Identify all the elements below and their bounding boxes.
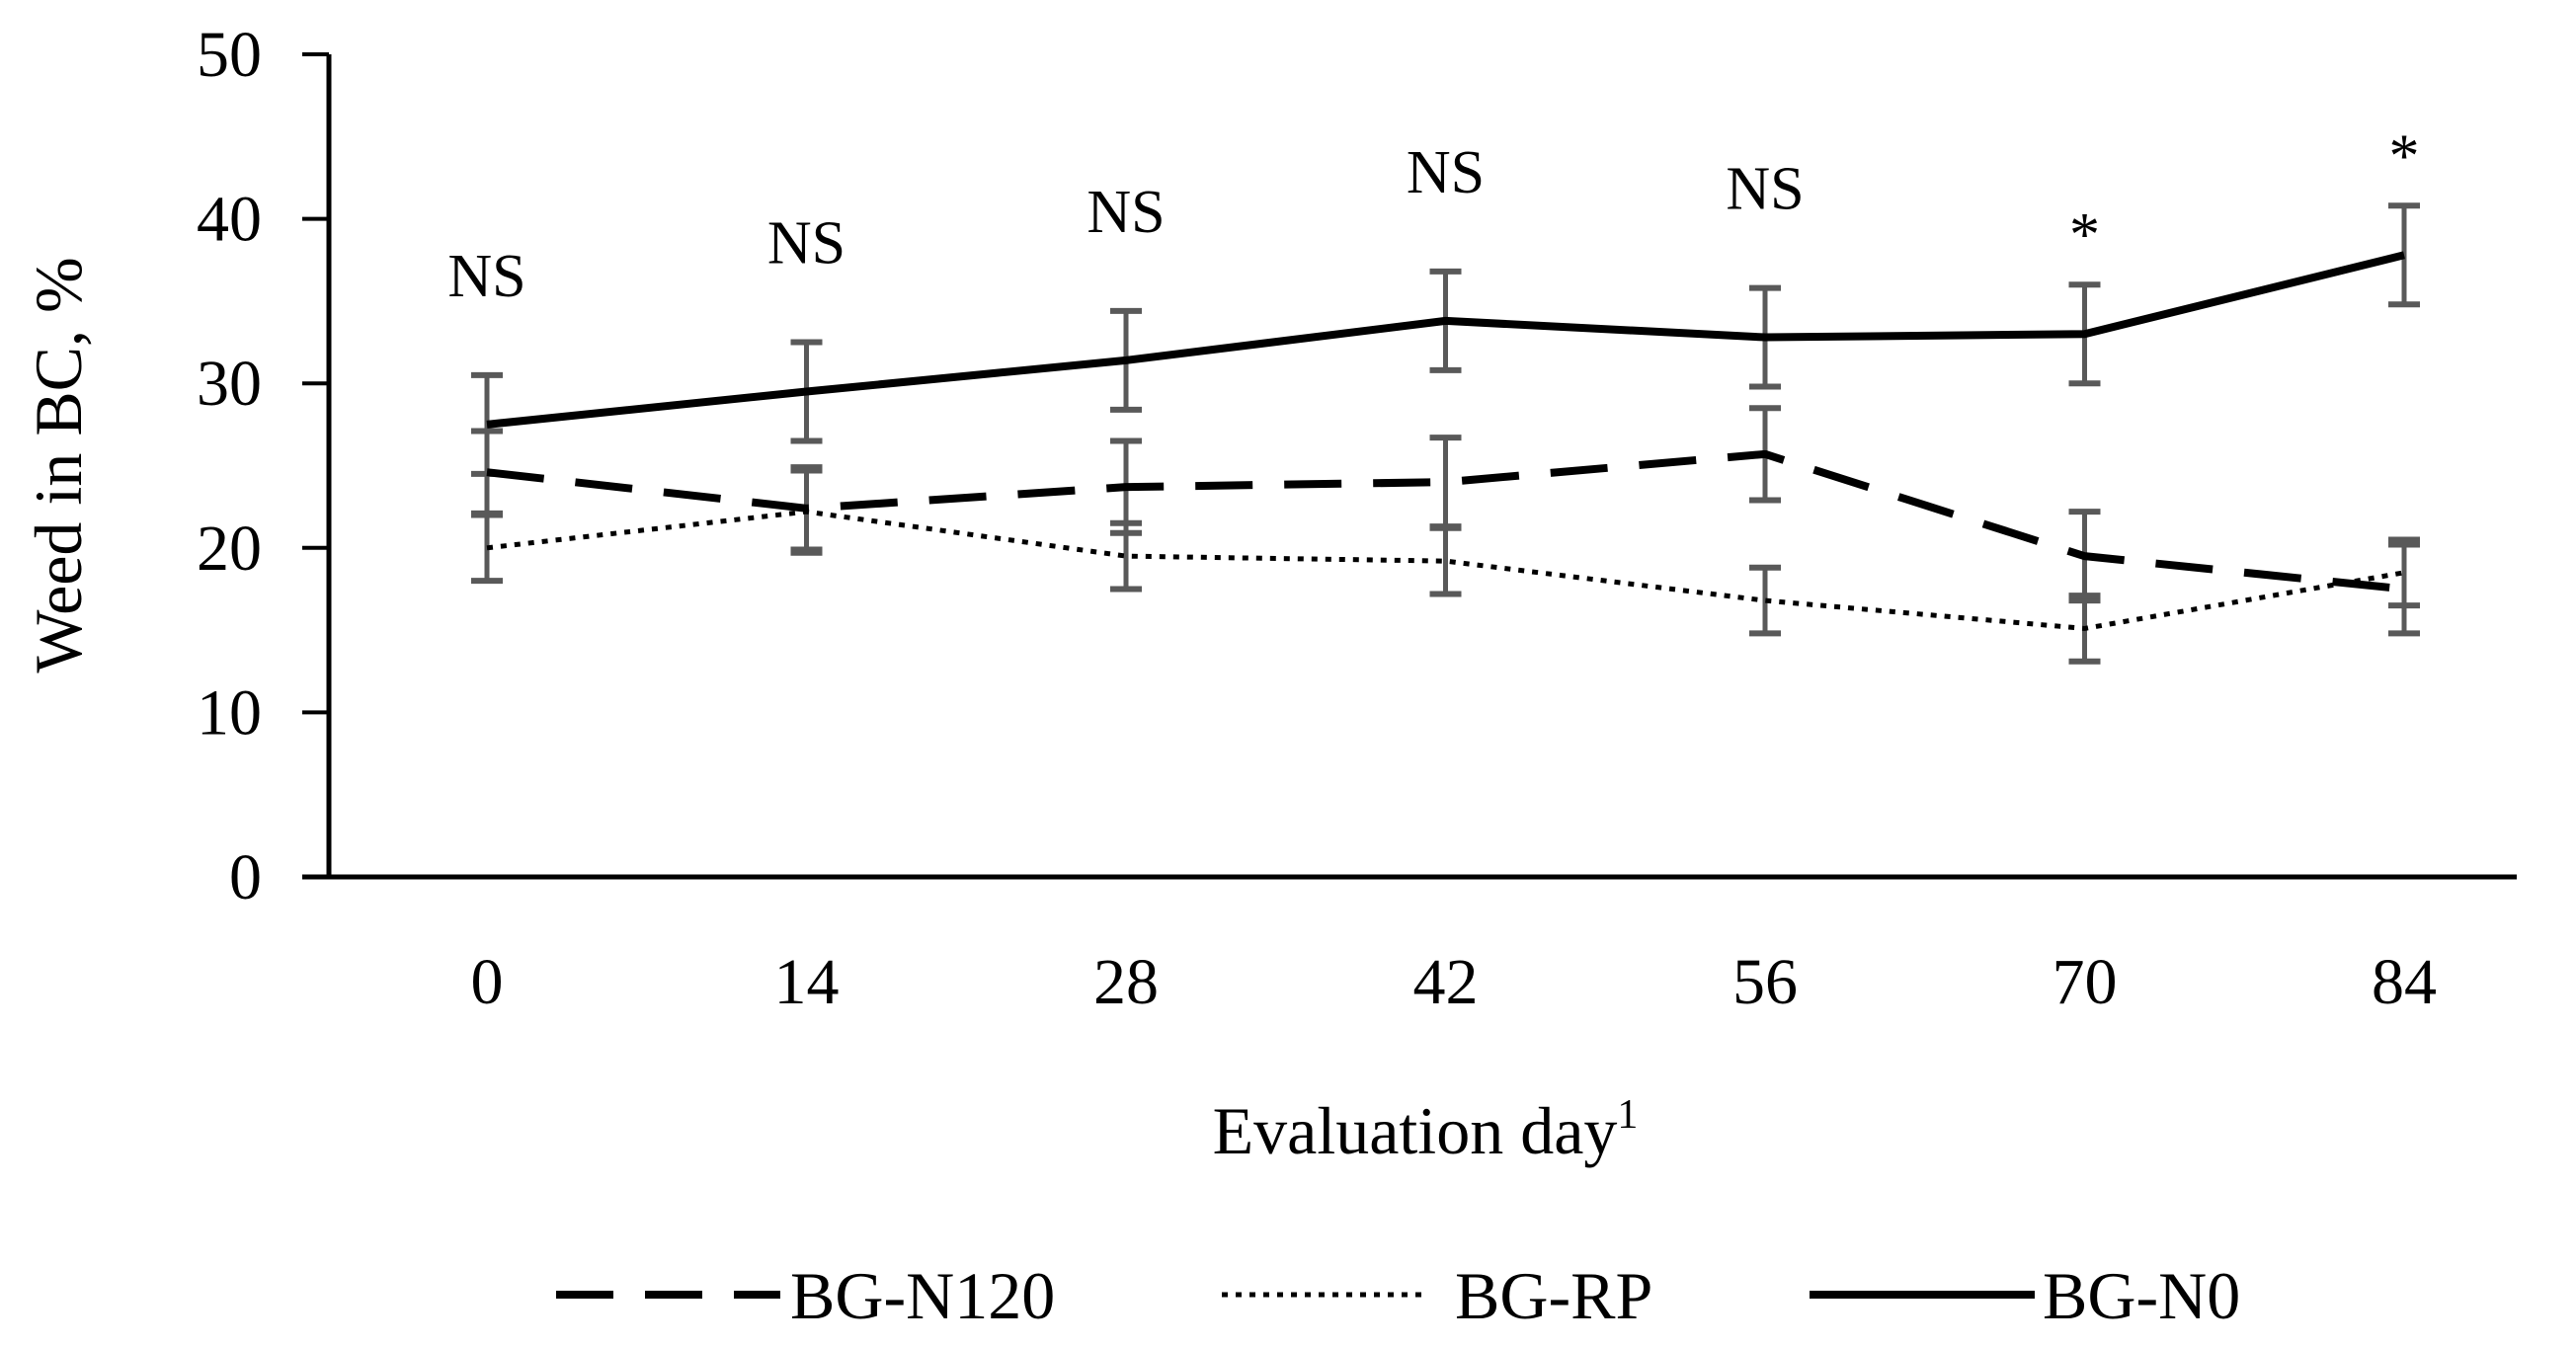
- significance-label: *: [2069, 201, 2100, 269]
- significance-label: NS: [1407, 139, 1485, 206]
- x-tick-label: 84: [2372, 946, 2437, 1018]
- significance-label: NS: [447, 243, 525, 310]
- legend-label: BG-N120: [790, 1258, 1055, 1333]
- series-line-bg-rp: [486, 509, 2405, 631]
- significance-label: *: [2389, 122, 2420, 190]
- error-bar: [1749, 564, 1781, 637]
- error-bar: [2388, 536, 2420, 609]
- legend-label: BG-N0: [2043, 1258, 2240, 1333]
- legend-label: BG-RP: [1455, 1258, 1652, 1333]
- y-tick-label: 0: [229, 841, 262, 913]
- error-bar: [1110, 519, 1142, 593]
- series-lines: [486, 251, 2405, 631]
- x-ticks: 0 14 28 42 56 70 84: [471, 946, 2438, 1018]
- x-tick-label: 14: [774, 946, 840, 1018]
- error-bars: [471, 202, 2420, 665]
- error-bar: [1429, 435, 1462, 530]
- y-tick-label: 10: [197, 676, 262, 749]
- significance-label: NS: [1087, 179, 1165, 246]
- significance-labels: NS NS NS NS NS * *: [447, 122, 2419, 310]
- y-ticks: 0 10 20 30 40 50: [197, 19, 329, 913]
- significance-label: NS: [767, 210, 845, 277]
- x-tick-label: 42: [1413, 946, 1479, 1018]
- y-tick-label: 40: [197, 184, 262, 256]
- legend: BG-N120 BG-RP BG-N0: [556, 1258, 2240, 1333]
- error-bar: [1429, 524, 1462, 597]
- x-tick-label: 56: [1732, 946, 1798, 1018]
- x-tick-label: 0: [471, 946, 504, 1018]
- x-axis-title-text: Evaluation day: [1213, 1093, 1618, 1168]
- y-tick-label: 20: [197, 513, 262, 585]
- x-tick-label: 70: [2053, 946, 2118, 1018]
- significance-label: NS: [1726, 156, 1804, 223]
- series-line-bg-n0: [486, 251, 2405, 429]
- y-tick-label: 50: [197, 19, 262, 91]
- x-axis-title: Evaluation day1: [1213, 1092, 1639, 1168]
- series-line-bg-n120: [486, 449, 2405, 594]
- x-axis-title-superscript: 1: [1617, 1092, 1638, 1138]
- x-tick-label: 28: [1093, 946, 1159, 1018]
- axes: [302, 54, 2517, 880]
- y-axis-title: Weed in BC, %: [21, 257, 96, 673]
- y-tick-label: 30: [197, 348, 262, 420]
